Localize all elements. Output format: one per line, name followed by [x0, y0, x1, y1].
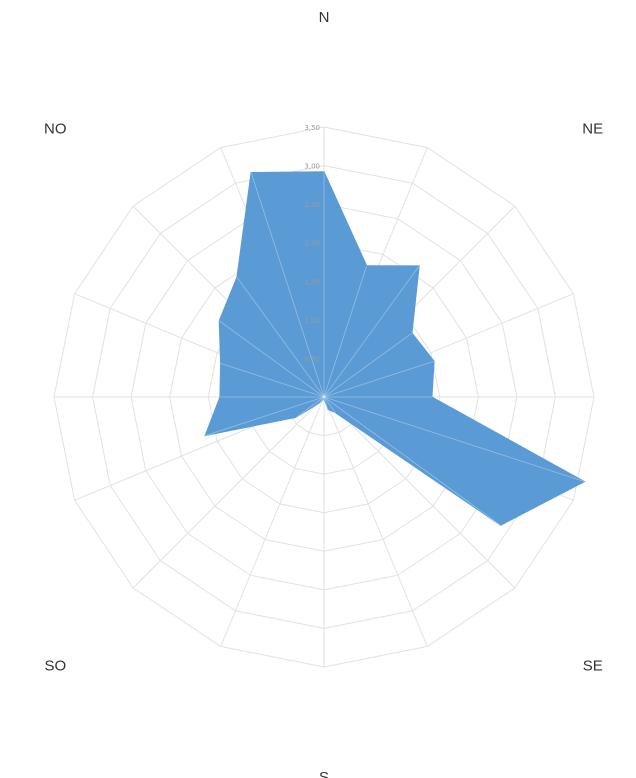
- direction-label: NE: [582, 120, 603, 137]
- series-spoke: [323, 396, 336, 413]
- grid-spoke: [323, 396, 516, 589]
- series-spoke: [204, 396, 325, 436]
- series-area: [204, 171, 586, 526]
- series-spoke: [323, 265, 420, 398]
- tick-label: 1,00: [304, 317, 320, 325]
- tick-label: 3,00: [304, 163, 320, 171]
- series-spoke: [220, 363, 325, 398]
- series-spoke: [323, 396, 329, 410]
- direction-label: S: [319, 769, 329, 778]
- series-spoke: [323, 360, 435, 398]
- series-spoke: [323, 265, 368, 398]
- radar-series: [204, 171, 586, 526]
- direction-label: NO: [44, 120, 67, 137]
- series-spoke: [236, 276, 325, 398]
- tick-label: 2,50: [304, 201, 320, 209]
- series-spoke: [295, 396, 325, 418]
- direction-labels: NNEESESSOONO: [44, 9, 603, 778]
- radial-axis: 0,50 1,00 1,50 2,00 2,50 3,00 3,50: [304, 124, 320, 363]
- tick-label: 2,00: [304, 240, 320, 248]
- series-spoke: [319, 396, 325, 403]
- grid-spoke: [220, 396, 325, 647]
- series-spoke: [250, 172, 325, 398]
- direction-label: N: [319, 9, 330, 26]
- tick-label: 0,50: [304, 355, 320, 363]
- grid-spoke: [323, 396, 428, 647]
- series-spoke: [323, 396, 585, 482]
- tick-label: 1,50: [304, 278, 320, 286]
- direction-label: SE: [583, 658, 603, 675]
- direction-label: SO: [44, 658, 66, 675]
- grid-spoke: [132, 396, 325, 589]
- series-spoke: [218, 320, 325, 398]
- series-spoke: [323, 396, 325, 399]
- series-spoke: [323, 396, 501, 526]
- tick-label: 3,50: [304, 124, 320, 132]
- series-spoke: [323, 332, 413, 398]
